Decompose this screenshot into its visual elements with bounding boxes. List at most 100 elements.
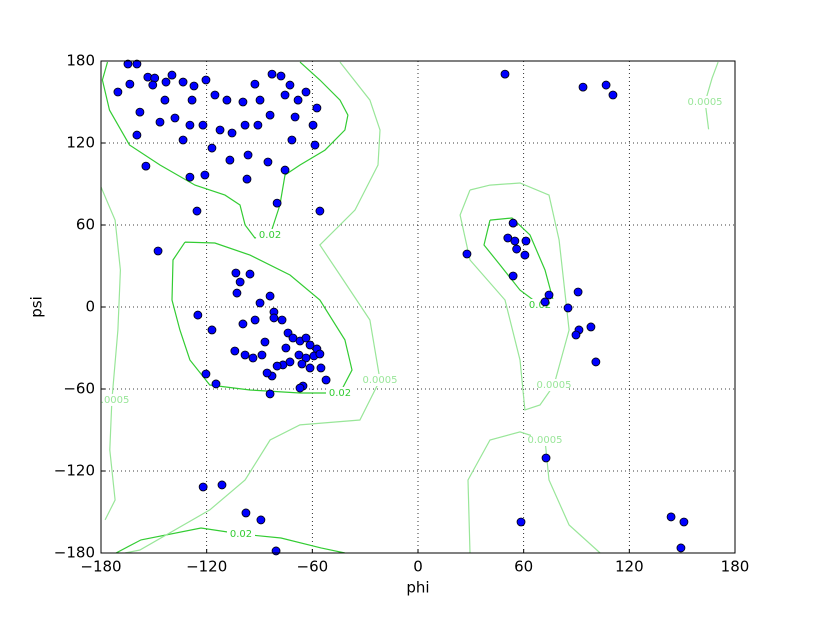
data-point — [160, 95, 170, 105]
data-point — [227, 128, 237, 138]
plot-frame — [100, 60, 736, 554]
data-point — [608, 90, 618, 100]
data-point — [240, 350, 250, 360]
contour-label: 0.0005 — [688, 97, 723, 108]
x-tick-label: −60 — [297, 558, 329, 576]
data-point — [198, 482, 208, 492]
contour-label: 0.0005 — [527, 435, 562, 446]
data-point — [272, 361, 282, 371]
contour-line — [704, 61, 719, 130]
contour-label: 0.0005 — [94, 395, 129, 406]
data-point — [232, 288, 242, 298]
data-point — [255, 95, 265, 105]
contour-line — [171, 241, 353, 394]
data-point — [679, 517, 689, 527]
data-point — [277, 315, 287, 325]
data-point — [666, 512, 676, 522]
data-point — [250, 315, 260, 325]
data-point — [500, 69, 510, 79]
contour-label-bg — [227, 528, 256, 541]
contour-label-bg — [365, 373, 394, 386]
data-point — [211, 379, 221, 389]
data-point — [153, 246, 163, 256]
data-point — [255, 298, 265, 308]
data-point — [248, 353, 258, 363]
data-point — [315, 349, 325, 359]
data-point — [243, 150, 253, 160]
data-point — [315, 206, 325, 216]
points — [113, 59, 689, 556]
data-point — [123, 59, 133, 69]
data-point — [200, 170, 210, 180]
x-tick-label: 60 — [514, 558, 533, 576]
data-point — [293, 95, 303, 105]
data-point — [132, 130, 142, 140]
data-point — [301, 353, 311, 363]
data-point — [148, 80, 158, 90]
contour-line — [459, 182, 570, 411]
contour-line — [101, 186, 122, 521]
contour-label: 0.02 — [230, 529, 252, 540]
y-tick-label: 60 — [76, 216, 95, 234]
data-point — [193, 310, 203, 320]
data-point — [508, 271, 518, 281]
data-point — [192, 206, 202, 216]
y-tick-label: −60 — [63, 380, 95, 398]
data-point — [265, 110, 275, 120]
data-point — [280, 165, 290, 175]
data-point — [256, 515, 266, 525]
data-point — [238, 319, 248, 329]
data-point — [541, 453, 551, 463]
data-point — [215, 125, 225, 135]
data-point — [242, 174, 252, 184]
data-point — [217, 480, 227, 490]
data-point — [269, 313, 279, 323]
data-point — [241, 508, 251, 518]
data-point — [185, 120, 195, 130]
data-point — [135, 107, 145, 117]
data-point — [185, 172, 195, 182]
data-point — [263, 157, 273, 167]
data-point — [155, 117, 165, 127]
data-point — [305, 340, 315, 350]
data-point — [198, 120, 208, 130]
data-point — [201, 75, 211, 85]
x-tick-label: −180 — [80, 558, 121, 576]
data-point — [178, 135, 188, 145]
contour-label: 0.02 — [329, 388, 351, 399]
data-point — [287, 135, 297, 145]
data-point — [601, 80, 611, 90]
data-point — [508, 218, 518, 228]
data-point — [571, 330, 581, 340]
x-tick-label: 120 — [615, 558, 644, 576]
data-point — [544, 290, 554, 300]
data-point — [301, 333, 311, 343]
contour-label-bg — [530, 433, 559, 446]
data-point — [516, 517, 526, 527]
contour-label-bg — [325, 386, 354, 399]
data-point — [321, 375, 331, 385]
data-point — [312, 103, 322, 113]
data-point — [265, 291, 275, 301]
data-point — [250, 79, 260, 89]
data-point — [189, 81, 199, 91]
contour-label: 0.0005 — [362, 375, 397, 386]
y-axis-label: psi — [28, 296, 46, 318]
data-point — [231, 268, 241, 278]
data-point — [125, 79, 135, 89]
data-point — [578, 82, 588, 92]
data-point — [281, 343, 291, 353]
data-point — [540, 297, 550, 307]
data-point — [187, 95, 197, 105]
data-point — [225, 155, 235, 165]
x-tick-label: 180 — [721, 558, 750, 576]
data-point — [310, 140, 320, 150]
contour-label: 0.0005 — [536, 380, 571, 391]
contours: 0.02 0.02 0.02 0.02 0.0005 0.0005 0.0005 0.0005… — [94, 61, 723, 553]
y-tick-label: 0 — [85, 298, 95, 316]
data-point — [257, 350, 267, 360]
data-point — [201, 369, 211, 379]
data-point — [260, 337, 270, 347]
